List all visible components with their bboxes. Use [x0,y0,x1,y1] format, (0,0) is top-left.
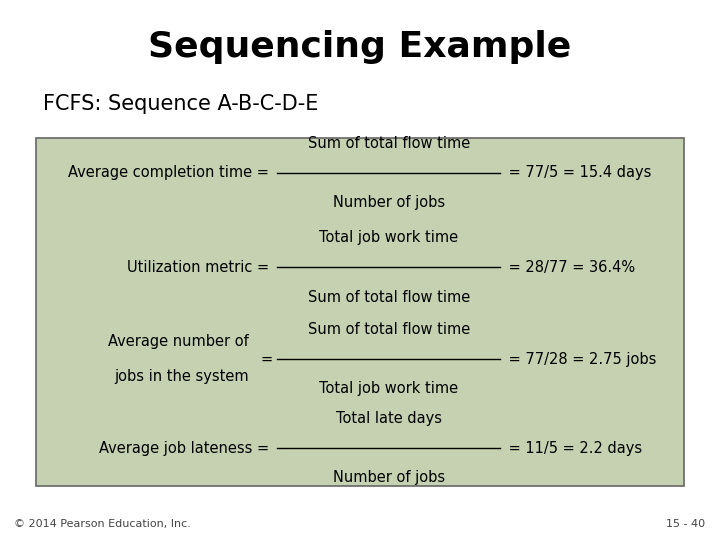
Text: Utilization metric =: Utilization metric = [127,260,274,275]
Text: Number of jobs: Number of jobs [333,195,445,210]
Text: Average number of: Average number of [108,334,248,349]
Text: = 77/5 = 15.4 days: = 77/5 = 15.4 days [504,165,652,180]
Text: jobs in the system: jobs in the system [114,369,248,384]
Text: = 77/28 = 2.75 jobs: = 77/28 = 2.75 jobs [504,352,657,367]
Text: = 28/77 = 36.4%: = 28/77 = 36.4% [504,260,635,275]
Text: Sum of total flow time: Sum of total flow time [307,289,470,305]
Text: Total job work time: Total job work time [319,230,459,245]
Text: Total job work time: Total job work time [319,381,459,396]
Text: Total late days: Total late days [336,411,442,426]
Text: Average job lateness =: Average job lateness = [99,441,274,456]
Text: FCFS: Sequence A-B-C-D-E: FCFS: Sequence A-B-C-D-E [43,94,318,114]
Text: Average completion time =: Average completion time = [68,165,274,180]
Text: =: = [261,352,272,367]
Text: Sum of total flow time: Sum of total flow time [307,136,470,151]
Text: © 2014 Pearson Education, Inc.: © 2014 Pearson Education, Inc. [14,519,192,529]
Text: Sum of total flow time: Sum of total flow time [307,322,470,337]
Text: Number of jobs: Number of jobs [333,470,445,485]
Text: Sequencing Example: Sequencing Example [148,30,572,64]
FancyBboxPatch shape [36,138,684,486]
Text: 15 - 40: 15 - 40 [667,519,706,529]
Text: = 11/5 = 2.2 days: = 11/5 = 2.2 days [504,441,642,456]
